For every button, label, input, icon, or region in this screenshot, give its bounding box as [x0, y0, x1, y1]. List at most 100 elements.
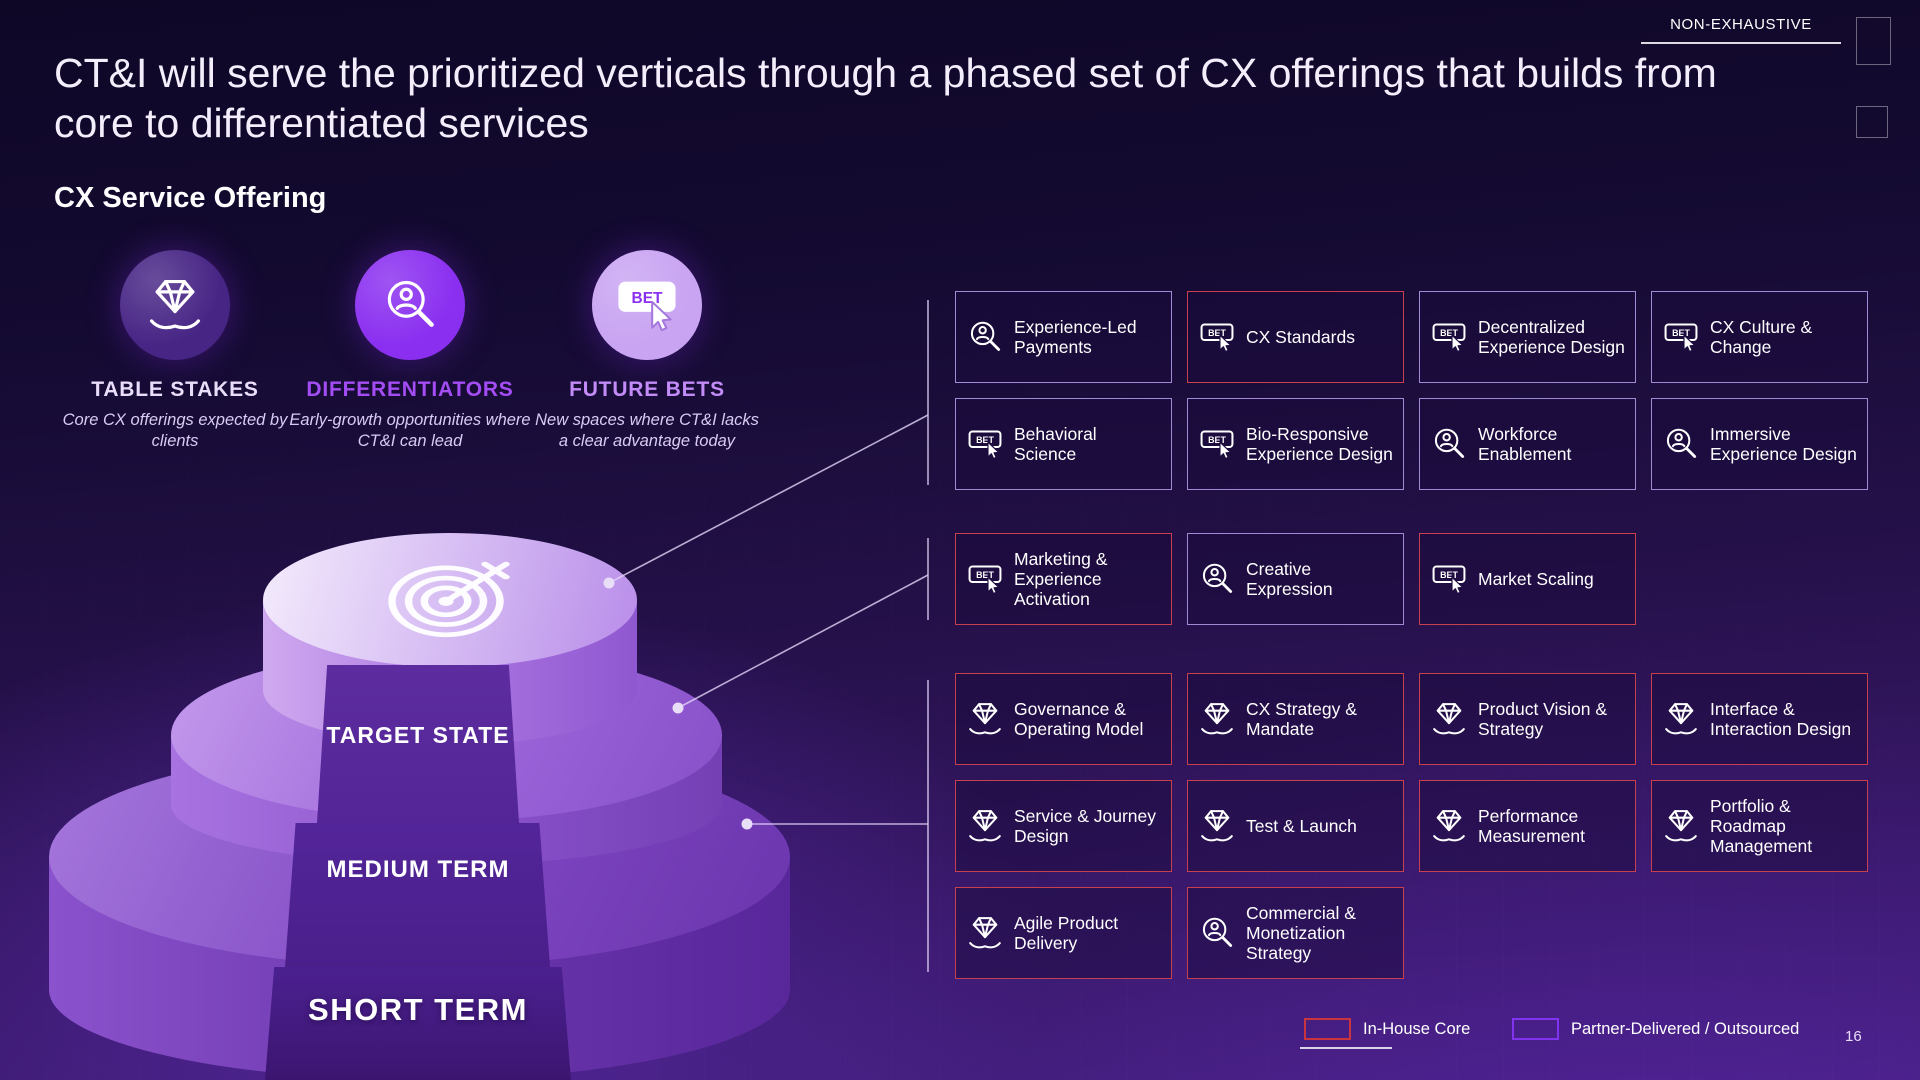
- offering-label: Test & Launch: [1246, 815, 1357, 836]
- offering-card: BET CX Culture & Change: [1651, 291, 1868, 383]
- offering-card: Product Vision & Strategy: [1419, 673, 1636, 765]
- diamond-hand-icon: [145, 275, 205, 335]
- bet-button-icon: BET: [614, 272, 680, 338]
- section-heading: CX Service Offering: [54, 182, 327, 214]
- front-band-target-state: [317, 665, 519, 823]
- tier-label-medium-term: MEDIUM TERM: [326, 856, 510, 883]
- bet-button-icon: BET: [1430, 318, 1468, 356]
- offering-label: Immersive Experience Design: [1710, 423, 1857, 464]
- offerings-group-short-term: Governance & Operating Model CX Strategy …: [955, 673, 1868, 979]
- decorative-line: [1300, 1047, 1392, 1049]
- offering-card: Commercial & Monetization Strategy: [1187, 887, 1404, 979]
- svg-text:BET: BET: [1208, 328, 1226, 338]
- offering-label: Agile Product Delivery: [1014, 912, 1119, 953]
- offering-label: Product Vision & Strategy: [1478, 698, 1608, 739]
- category-label: TABLE STAKES: [91, 378, 259, 401]
- decorative-line: [1641, 42, 1841, 44]
- diamond-hand-icon: [966, 700, 1004, 738]
- decorative-square: [1856, 106, 1888, 138]
- front-band-medium-term: [285, 823, 550, 967]
- offering-card: Agile Product Delivery: [955, 887, 1172, 979]
- diamond-hand-icon: [1662, 807, 1700, 845]
- offering-card: Test & Launch: [1187, 780, 1404, 872]
- diamond-hand-icon: [1198, 700, 1236, 738]
- slide-title: CT&I will serve the prioritized vertical…: [54, 50, 1717, 147]
- person-search-icon: [1662, 425, 1700, 463]
- legend-label: In-House Core: [1363, 1019, 1471, 1038]
- svg-text:BET: BET: [976, 435, 994, 445]
- diamond-hand-icon: [1430, 807, 1468, 845]
- offering-label: Marketing & Experience Activation: [1014, 548, 1108, 610]
- diamond-hand-icon: [1662, 700, 1700, 738]
- legend-label: Partner-Delivered / Outsourced: [1571, 1019, 1800, 1038]
- partner-swatch: [1512, 1018, 1559, 1040]
- offering-card: Creative Expression: [1187, 533, 1404, 625]
- bet-button-icon: BET: [966, 425, 1004, 463]
- category-description: Early-growth opportunities where CT&I ca…: [289, 411, 531, 451]
- offering-label: Creative Expression: [1246, 558, 1333, 599]
- offering-card: BET Marketing & Experience Activation: [955, 533, 1172, 625]
- offering-label: Bio-Responsive Experience Design: [1246, 423, 1393, 464]
- svg-text:BET: BET: [1672, 328, 1690, 338]
- offering-card: Portfolio & Roadmap Management: [1651, 780, 1868, 872]
- bet-button-icon: BET: [1662, 318, 1700, 356]
- table-stakes-badge: [120, 250, 230, 360]
- category-future-bets: BET FUTURE BETS New spaces where CT&I la…: [532, 250, 762, 453]
- offering-label: CX Standards: [1246, 326, 1355, 347]
- offering-label: Service & Journey Design: [1014, 805, 1157, 846]
- offering-card: BET Decentralized Experience Design: [1419, 291, 1636, 383]
- bet-button-icon: BET: [1198, 425, 1236, 463]
- offering-label: Commercial & Monetization Strategy: [1246, 902, 1356, 964]
- offering-card: Interface & Interaction Design: [1651, 673, 1868, 765]
- offering-label: CX Strategy & Mandate: [1246, 698, 1357, 739]
- svg-text:BET: BET: [976, 570, 994, 580]
- bet-button-icon: BET: [1430, 560, 1468, 598]
- bet-button-icon: BET: [966, 560, 1004, 598]
- category-label: DIFFERENTIATORS: [306, 378, 514, 401]
- diamond-hand-icon: [1430, 700, 1468, 738]
- person-search-icon: [1430, 425, 1468, 463]
- diamond-hand-icon: [966, 807, 1004, 845]
- differentiators-badge: [355, 250, 465, 360]
- offering-card: BET Behavioral Science: [955, 398, 1172, 490]
- tier-label-target-state: TARGET STATE: [326, 722, 510, 748]
- legend-partner-delivered: Partner-Delivered / Outsourced: [1512, 1018, 1799, 1040]
- category-description: New spaces where CT&I lacks a clear adva…: [535, 411, 759, 451]
- category-description: Core CX offerings expected by clients: [62, 411, 288, 451]
- offering-card: Workforce Enablement: [1419, 398, 1636, 490]
- target-icon: [368, 547, 533, 649]
- offering-label: CX Culture & Change: [1710, 316, 1813, 357]
- offering-label: Experience-Led Payments: [1014, 316, 1137, 357]
- diamond-hand-icon: [966, 914, 1004, 952]
- offering-label: Decentralized Experience Design: [1478, 316, 1625, 357]
- future-bets-badge: BET: [592, 250, 702, 360]
- offering-card: BET Market Scaling: [1419, 533, 1636, 625]
- category-differentiators: DIFFERENTIATORS Early-growth opportuniti…: [280, 250, 540, 453]
- bet-button-icon: BET: [1198, 318, 1236, 356]
- offering-label: Performance Measurement: [1478, 805, 1585, 846]
- offering-card: Experience-Led Payments: [955, 291, 1172, 383]
- legend-in-house: In-House Core: [1304, 1018, 1470, 1040]
- offering-label: Market Scaling: [1478, 568, 1594, 589]
- tier-label-short-term: SHORT TERM: [308, 992, 528, 1027]
- category-table-stakes: TABLE STAKES Core CX offerings expected …: [55, 250, 295, 453]
- offering-card: CX Strategy & Mandate: [1187, 673, 1404, 765]
- offering-label: Governance & Operating Model: [1014, 698, 1144, 739]
- offerings-group-target-state: Experience-Led Payments BET CX Standards BE…: [955, 291, 1868, 490]
- offering-card: Service & Journey Design: [955, 780, 1172, 872]
- front-band-short-term: [265, 967, 571, 1080]
- offering-label: Workforce Enablement: [1478, 423, 1572, 464]
- offering-card: Governance & Operating Model: [955, 673, 1172, 765]
- svg-text:BET: BET: [1440, 328, 1458, 338]
- offerings-group-medium-term: BET Marketing & Experience Activation Crea…: [955, 533, 1868, 625]
- offering-card: BET CX Standards: [1187, 291, 1404, 383]
- person-search-icon: [1198, 560, 1236, 598]
- svg-text:BET: BET: [632, 290, 663, 307]
- offering-card: Immersive Experience Design: [1651, 398, 1868, 490]
- offering-label: Portfolio & Roadmap Management: [1710, 795, 1813, 857]
- svg-text:BET: BET: [1440, 570, 1458, 580]
- person-search-icon: [966, 318, 1004, 356]
- offering-card: Performance Measurement: [1419, 780, 1636, 872]
- diamond-hand-icon: [1198, 807, 1236, 845]
